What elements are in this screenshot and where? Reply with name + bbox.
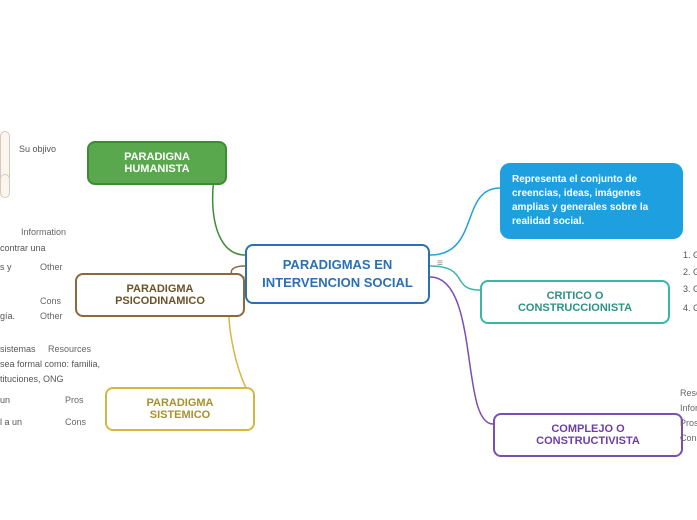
leaf-text: s y <box>0 262 12 272</box>
leaf-text: gía. <box>0 311 15 321</box>
leaf-tag: Cons <box>680 433 697 443</box>
info-box[interactable]: Representa el conjunto de creencias, ide… <box>500 163 683 239</box>
menu-icon[interactable]: ≡ <box>437 258 443 269</box>
branch-sistemico[interactable]: PARADIGMA SISTEMICO <box>105 387 255 431</box>
branch-psicodinamico[interactable]: PARADIGMA PSICODINAMICO <box>75 273 245 317</box>
leaf-tag: Other <box>40 311 63 321</box>
leaf-text: 4. G <box>683 303 697 313</box>
branch-complejo[interactable]: COMPLEJO O CONSTRUCTIVISTA <box>493 413 683 457</box>
leaf-text: sistemas <box>0 344 36 354</box>
leaf-text: contrar una <box>0 243 46 253</box>
leaf-text: sea formal como: familia, <box>0 359 100 369</box>
leaf-tag: Pros <box>680 418 697 428</box>
leaf-tag: Informa <box>680 403 697 413</box>
branch-humanista[interactable]: PARADIGNA HUMANISTA <box>87 141 227 185</box>
branch-critico[interactable]: CRITICO O CONSTRUCCIONISTA <box>480 280 670 324</box>
leaf-tag: Cons <box>40 296 61 306</box>
leaf-text: l a un <box>0 417 22 427</box>
leaf-text: tituciones, ONG <box>0 374 64 384</box>
leaf-text: 3. G <box>683 284 697 294</box>
leaf-tag: Other <box>40 262 63 272</box>
leaf-tag: Resour <box>680 388 697 398</box>
leaf-text: un <box>0 395 10 405</box>
leaf-text: Su objivo <box>19 144 56 154</box>
leaf-text: 1. G <box>683 250 697 260</box>
leaf-tag: Cons <box>65 417 86 427</box>
leaf-tag: Information <box>21 227 66 237</box>
leaf-text: 2. G <box>683 267 697 277</box>
leaf-tag: Resources <box>48 344 91 354</box>
leaf-tag: Pros <box>65 395 84 405</box>
partial-leaf-box <box>0 174 10 198</box>
center-node[interactable]: PARADIGMAS ENINTERVENCION SOCIAL <box>245 244 430 304</box>
